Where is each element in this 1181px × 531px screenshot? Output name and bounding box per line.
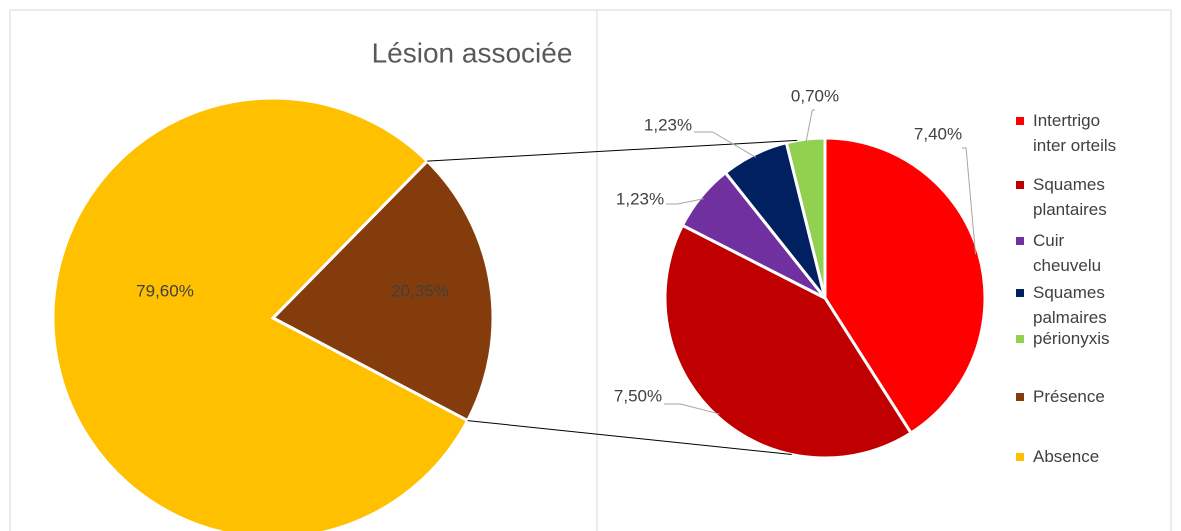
leader-line — [664, 403, 720, 415]
legend-item: périonyxis — [1016, 326, 1128, 351]
legend-swatch — [1016, 237, 1024, 245]
data-label: 0,70% — [791, 86, 839, 105]
legend-label: Squames palmaires — [1033, 283, 1107, 327]
data-label: 20,35% — [391, 281, 449, 300]
connector-line — [427, 139, 798, 162]
leader-line — [694, 131, 756, 158]
pie-slice — [663, 223, 914, 460]
legend-label: Absence — [1033, 447, 1100, 466]
legend-swatch — [1016, 393, 1024, 401]
legend-item: Cuir cheuvelu — [1016, 228, 1128, 278]
legend-item: Squames palmaires — [1016, 280, 1128, 330]
legend-swatch — [1016, 289, 1024, 297]
data-label: 7,50% — [614, 386, 662, 405]
data-label: 1,23% — [616, 189, 664, 208]
data-label: 7,40% — [914, 124, 962, 143]
pie-slice — [270, 158, 495, 423]
legend-item: Intertrigo inter orteils — [1016, 108, 1128, 158]
pie-slice — [51, 96, 470, 531]
legend-label: Présence — [1033, 387, 1105, 406]
chart-border — [9, 9, 1172, 531]
legend-item: Absence — [1016, 444, 1128, 469]
legend-item: Squames plantaires — [1016, 172, 1128, 222]
connector-line — [467, 420, 792, 456]
legend-label: périonyxis — [1033, 329, 1110, 348]
legend-swatch — [1016, 335, 1024, 343]
leader-line — [666, 198, 704, 205]
legend-swatch — [1016, 181, 1024, 189]
legend-label: Cuir cheuvelu — [1033, 231, 1102, 275]
leader-line — [805, 109, 815, 143]
data-label: 79,60% — [136, 281, 194, 300]
leader-line — [962, 147, 977, 255]
legend-item: Présence — [1016, 384, 1128, 409]
legend-swatch — [1016, 453, 1024, 461]
legend-swatch — [1016, 117, 1024, 125]
legend-label: Squames plantaires — [1033, 175, 1107, 219]
pie-slice — [784, 136, 827, 299]
data-label: 1,23% — [644, 115, 692, 134]
chart-title: Lésion associée — [372, 37, 573, 68]
legend-label: Intertrigo inter orteils — [1033, 111, 1117, 155]
